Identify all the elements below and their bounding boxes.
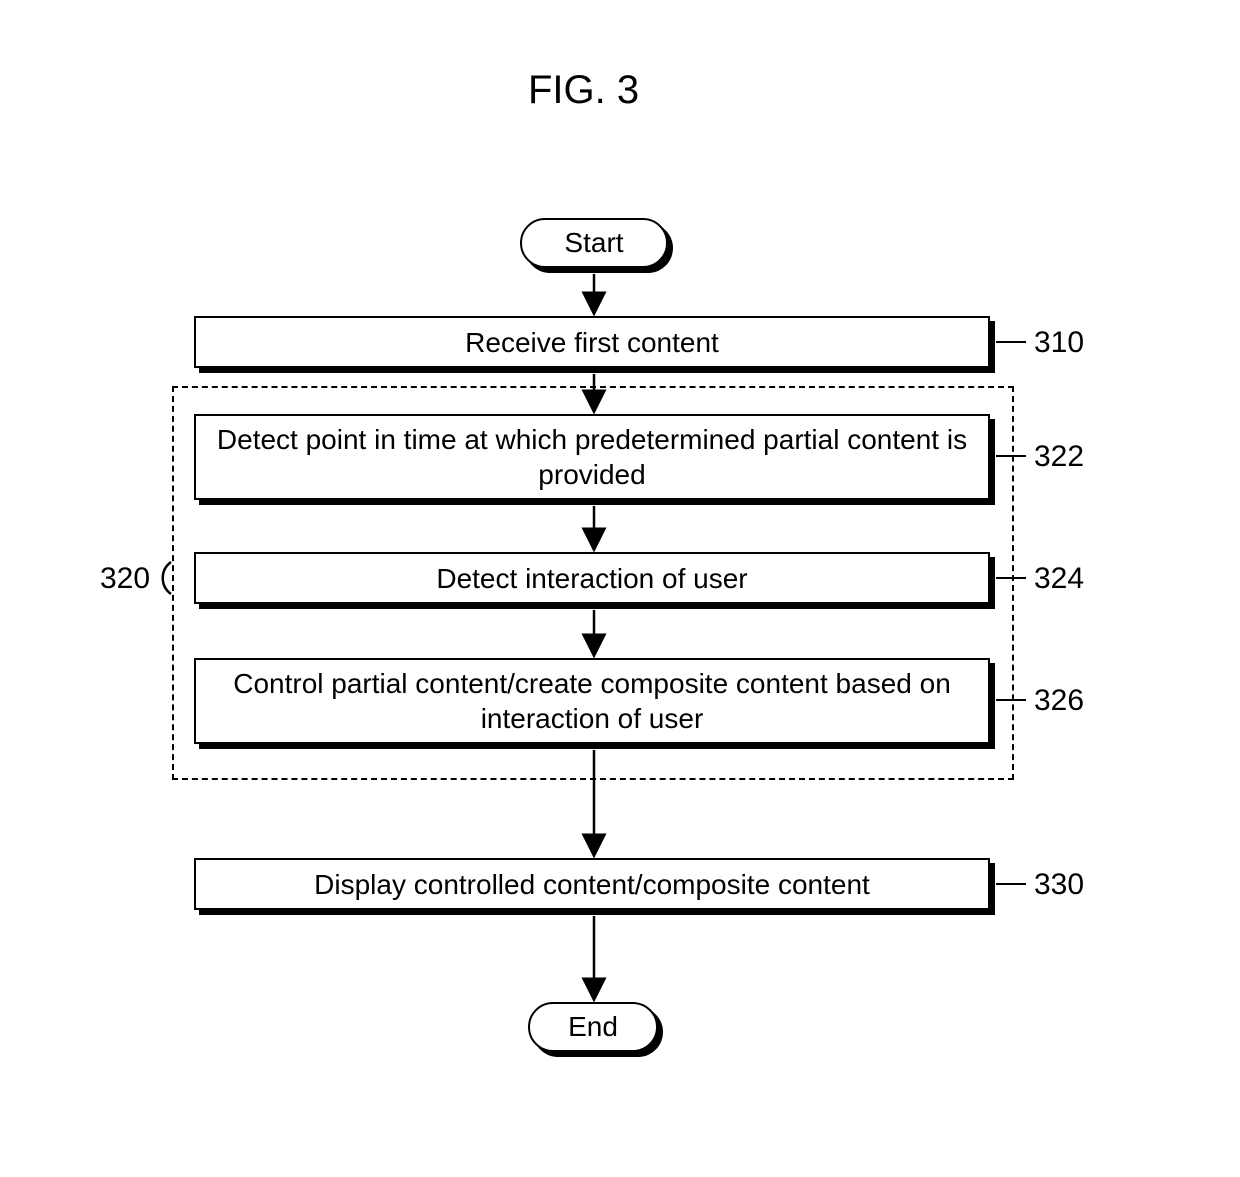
ref-322: 322 [1034,440,1084,474]
ref-310: 310 [1034,326,1084,360]
ref-330: 330 [1034,868,1084,902]
flowchart-canvas: FIG. 3 Start Receive first content Detec… [0,0,1240,1177]
ref-320: 320 [100,562,150,596]
ref-326: 326 [1034,684,1084,718]
ref-324: 324 [1034,562,1084,596]
